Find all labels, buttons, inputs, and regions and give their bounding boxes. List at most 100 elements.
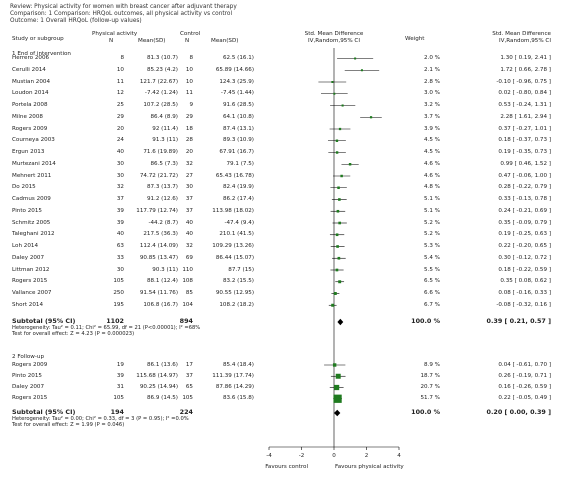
review-line: Review: Physical activity for women with… — [10, 4, 237, 10]
pa-n: 11 — [116, 78, 124, 85]
result-value: 0.18 [ -0.22, 0.59 ] — [498, 266, 551, 273]
result-value: 0.22 [ -0.20, 0.65 ] — [498, 243, 551, 249]
col-control: Control — [180, 31, 201, 37]
ctrl-mean-sd: 87.7 (15) — [228, 266, 254, 273]
pa-n: 37 — [116, 196, 124, 202]
study-name: Pinto 2015 — [12, 207, 42, 214]
x-tick-label: -4 — [266, 453, 272, 459]
weight-value: 2.8 % — [424, 78, 440, 85]
result-value: 0.99 [ 0.46, 1.52 ] — [500, 160, 551, 167]
study-name: Daley 2007 — [12, 384, 45, 390]
ctrl-mean-sd: 64.1 (10.8) — [222, 113, 254, 120]
col-weight: Weight — [405, 36, 425, 42]
study-name: Rogers 2009 — [12, 125, 48, 132]
subgroup-1-subtotal-pa-n: 1102 — [106, 317, 124, 325]
pa-n: 29 — [116, 113, 124, 120]
col-effect-title: Std. Mean Difference — [304, 31, 364, 37]
study-marker — [335, 151, 339, 154]
weight-value: 18.7 % — [420, 372, 440, 379]
weight-value: 5.1 % — [424, 207, 440, 214]
study-name: Taleghani 2012 — [12, 231, 55, 238]
pa-mean-sd: 86.1 (13.6) — [146, 361, 178, 368]
study-marker — [338, 280, 342, 284]
pa-n: 105 — [113, 395, 124, 402]
study-name: Rogers 2015 — [12, 278, 48, 285]
ctrl-mean-sd: 65.89 (14.66) — [215, 66, 254, 73]
ctrl-n: 37 — [185, 372, 193, 379]
study-name: Daley 2007 — [12, 254, 45, 261]
subgroup-2-subtotal-result: 0.20 [ 0.00, 0.39 ] — [486, 408, 551, 416]
ctrl-mean-sd: 89.3 (10.9) — [222, 137, 254, 144]
study-name: Cadmus 2009 — [12, 196, 51, 202]
ctrl-n: 9 — [189, 102, 193, 108]
weight-value: 5.4 % — [424, 254, 440, 261]
ctrl-mean-sd: 90.55 (12.95) — [215, 290, 254, 296]
pa-n: 39 — [116, 219, 124, 226]
ctrl-n: 69 — [185, 254, 193, 261]
ctrl-n: 108 — [182, 278, 193, 285]
weight-value: 5.2 % — [424, 219, 440, 226]
col-pa-n: N — [109, 38, 114, 44]
pa-mean-sd: 91.3 (11) — [152, 137, 178, 144]
pa-mean-sd: 115.68 (14.97) — [136, 372, 178, 379]
subgroup-1-subtotal-weight: 100.0 % — [411, 317, 440, 325]
ctrl-n: 110 — [182, 266, 193, 273]
col-result-title: Std. Mean Difference — [492, 31, 551, 37]
study-name: Rogers 2009 — [12, 361, 48, 368]
result-value: 0.35 [ -0.09, 0.79 ] — [498, 219, 551, 226]
subgroup-2-subtotal-weight: 100.0 % — [411, 408, 440, 416]
study-name: Littman 2012 — [12, 266, 50, 273]
weight-value: 5.1 % — [424, 196, 440, 202]
study-name: Courneya 2003 — [12, 137, 55, 144]
study-marker — [332, 363, 337, 367]
study-marker — [338, 127, 342, 131]
weight-value: 4.5 % — [424, 149, 440, 155]
study-name: Rogers 2015 — [12, 395, 48, 402]
pa-n: 63 — [116, 243, 124, 249]
study-marker — [333, 384, 340, 391]
result-value: 0.08 [ -0.16, 0.33 ] — [498, 290, 551, 296]
ctrl-mean-sd: 111.39 (17.74) — [212, 372, 254, 379]
ctrl-n: 20 — [185, 149, 193, 155]
result-value: 0.19 [ -0.35, 0.73 ] — [498, 149, 551, 155]
pa-mean-sd: 87.3 (13.7) — [146, 184, 178, 191]
study-marker — [333, 92, 336, 95]
result-value: -0.08 [ -0.32, 0.16 ] — [496, 301, 551, 308]
study-marker — [360, 69, 363, 72]
study-name: Milne 2008 — [12, 113, 43, 120]
study-name: Herrero 2006 — [12, 55, 50, 61]
ctrl-n: 17 — [185, 361, 193, 368]
ctrl-n: 11 — [185, 90, 193, 97]
ctrl-mean-sd: 82.4 (19.9) — [222, 184, 254, 191]
study-name: Loh 2014 — [12, 243, 38, 249]
study-name: Murtezani 2014 — [12, 160, 56, 167]
weight-value: 5.2 % — [424, 231, 440, 238]
ctrl-n: 18 — [185, 125, 193, 132]
outcome-line: Outcome: 1 Overall HRQoL (follow-up valu… — [10, 18, 142, 24]
ctrl-n: 30 — [185, 184, 193, 191]
pa-n: 33 — [116, 254, 124, 261]
x-tick-label: 4 — [397, 453, 401, 459]
pa-mean-sd: 117.79 (12.74) — [136, 207, 178, 214]
result-value: 1.30 [ 0.19, 2.41 ] — [500, 55, 551, 61]
ctrl-mean-sd: 86.44 (15.07) — [215, 254, 254, 261]
pa-mean-sd: 92 (11.4) — [152, 125, 178, 132]
ctrl-n: 65 — [185, 384, 193, 390]
weight-value: 6.7 % — [424, 301, 440, 308]
ctrl-n: 32 — [185, 243, 193, 249]
weight-value: 2.0 % — [424, 55, 440, 61]
subgroup-2-subtotal-label: Subtotal (95% CI) — [12, 408, 76, 416]
pa-mean-sd: 86.9 (14.5) — [146, 395, 178, 402]
pa-n: 30 — [116, 160, 124, 167]
pa-mean-sd: 91.2 (12.6) — [146, 196, 178, 202]
col-study: Study or subgroup — [12, 36, 64, 42]
result-value: 0.33 [ -0.13, 0.78 ] — [498, 196, 551, 202]
pa-mean-sd: 217.5 (36.3) — [143, 231, 178, 238]
study-marker — [341, 104, 344, 107]
result-value: 0.35 [ 0.08, 0.62 ] — [500, 278, 551, 285]
pa-n: 10 — [116, 66, 124, 73]
study-marker — [369, 116, 373, 119]
weight-value: 5.3 % — [424, 243, 440, 249]
study-marker — [333, 394, 342, 403]
